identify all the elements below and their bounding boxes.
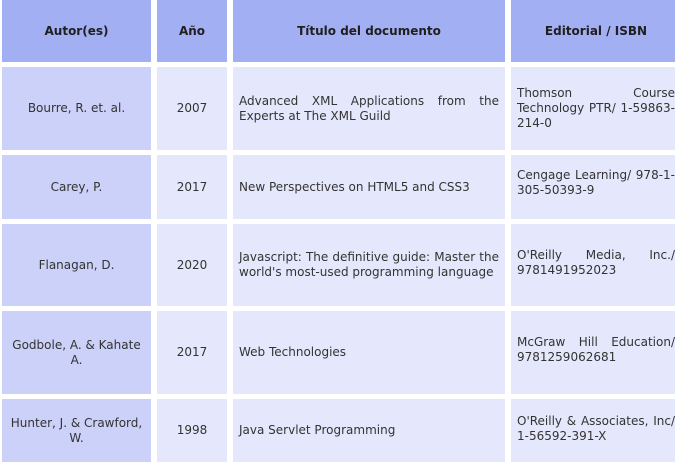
row-title-text: Advanced XML Applications from the Exper…: [239, 93, 499, 123]
header-year: Año: [157, 0, 227, 62]
row-publisher-text: O'Reilly & Associates, Inc/ 1-56592-391-…: [517, 414, 675, 443]
row-year: 2020: [157, 224, 227, 306]
row-publisher: Cengage Learning/ 978-1-305-50393-9: [511, 155, 675, 219]
row-publisher-text: O'Reilly Media, Inc./ 9781491952023: [517, 248, 675, 277]
row-title-text: Web Technologies: [239, 345, 347, 359]
row-publisher-text: Cengage Learning/ 978-1-305-50393-9: [517, 168, 675, 197]
row-title-text: Javascript: The definitive guide: Master…: [239, 250, 499, 279]
row-publisher: Thomson Course Technology PTR/ 1-59863-2…: [511, 67, 675, 150]
row-author: Bourre, R. et. al.: [2, 67, 151, 150]
header-publisher: Editorial / ISBN: [511, 0, 675, 62]
row-year: 2007: [157, 67, 227, 150]
row-title-text: Java Servlet Programming: [239, 423, 396, 437]
row-publisher-text: McGraw Hill Education/ 9781259062681: [517, 335, 675, 364]
row-title: New Perspectives on HTML5 and CSS3: [233, 155, 505, 219]
row-title-text: New Perspectives on HTML5 and CSS3: [239, 179, 470, 194]
row-publisher: McGraw Hill Education/ 9781259062681: [511, 311, 675, 394]
header-author: Autor(es): [2, 0, 151, 62]
row-publisher-text: Thomson Course Technology PTR/ 1-59863-2…: [517, 86, 675, 130]
row-author: Flanagan, D.: [2, 224, 151, 306]
row-year: 2017: [157, 311, 227, 394]
row-publisher: O'Reilly Media, Inc./ 9781491952023: [511, 224, 675, 306]
row-title: Java Servlet Programming: [233, 399, 505, 462]
row-author: Godbole, A. & Kahate A.: [2, 311, 151, 394]
row-title: Web Technologies: [233, 311, 505, 394]
row-year: 2017: [157, 155, 227, 219]
row-publisher: O'Reilly & Associates, Inc/ 1-56592-391-…: [511, 399, 675, 462]
row-year: 1998: [157, 399, 227, 462]
row-title: Javascript: The definitive guide: Master…: [233, 224, 505, 306]
row-title: Advanced XML Applications from the Exper…: [233, 67, 505, 150]
row-author: Hunter, J. & Crawford, W.: [2, 399, 151, 462]
header-title: Título del documento: [233, 0, 505, 62]
row-author: Carey, P.: [2, 155, 151, 219]
